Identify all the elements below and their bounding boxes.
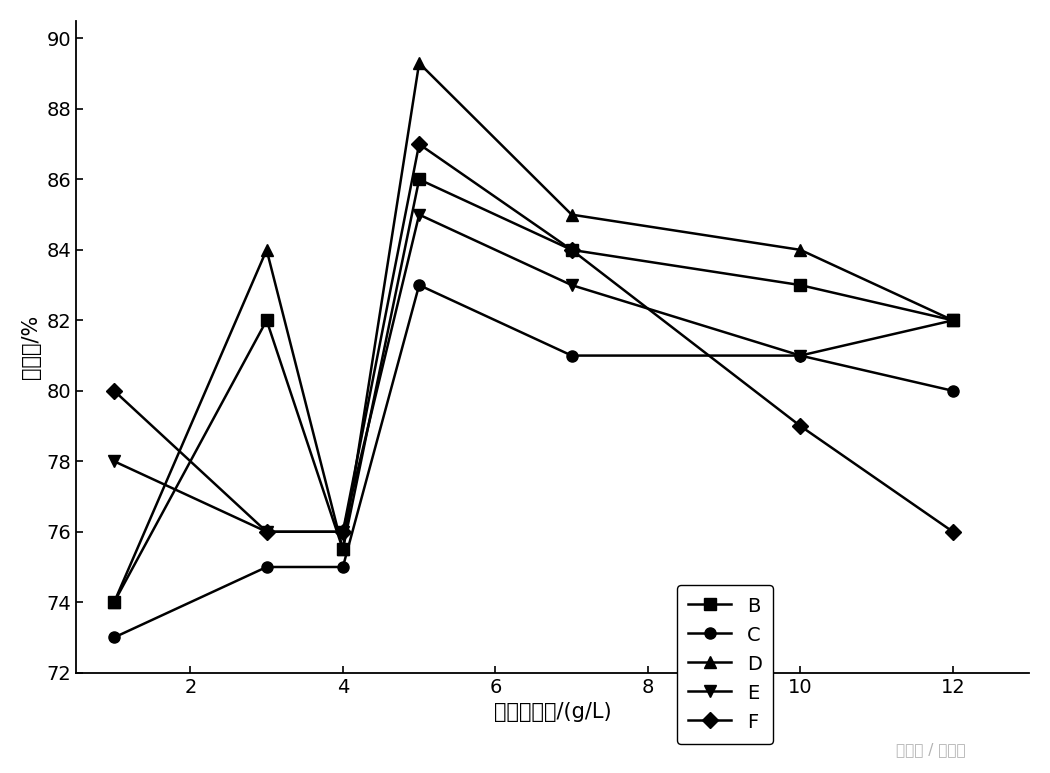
- E: [565, 281, 578, 290]
- C: [260, 562, 273, 571]
- C: [947, 386, 960, 396]
- F: [947, 527, 960, 536]
- B: [108, 598, 121, 607]
- D: [947, 315, 960, 325]
- F: [108, 386, 121, 396]
- E: [108, 457, 121, 466]
- Line: C: C: [108, 280, 959, 643]
- B: [947, 315, 960, 325]
- C: [337, 562, 350, 571]
- Line: E: E: [108, 209, 959, 537]
- B: [337, 545, 350, 554]
- C: [413, 281, 425, 290]
- E: [337, 527, 350, 536]
- Line: D: D: [108, 57, 959, 608]
- D: [337, 545, 350, 554]
- B: [413, 175, 425, 184]
- D: [565, 210, 578, 220]
- B: [565, 245, 578, 254]
- E: [413, 210, 425, 220]
- F: [413, 139, 425, 148]
- B: [794, 281, 806, 290]
- D: [108, 598, 121, 607]
- Y-axis label: 去除率/%: 去除率/%: [21, 315, 41, 379]
- E: [794, 351, 806, 360]
- C: [794, 351, 806, 360]
- F: [794, 421, 806, 431]
- C: [108, 633, 121, 642]
- Line: B: B: [108, 174, 959, 608]
- Legend: B, C, D, E, F: B, C, D, E, F: [676, 584, 773, 744]
- F: [565, 245, 578, 254]
- F: [260, 527, 273, 536]
- Text: 头条号 / 懂茶帝: 头条号 / 懂茶帝: [897, 743, 966, 758]
- D: [260, 245, 273, 254]
- X-axis label: 茶叶水浓度/(g/L): 茶叶水浓度/(g/L): [494, 702, 611, 722]
- Line: F: F: [108, 138, 959, 537]
- E: [260, 527, 273, 536]
- E: [947, 315, 960, 325]
- D: [794, 245, 806, 254]
- C: [565, 351, 578, 360]
- B: [260, 315, 273, 325]
- F: [337, 527, 350, 536]
- D: [413, 59, 425, 68]
